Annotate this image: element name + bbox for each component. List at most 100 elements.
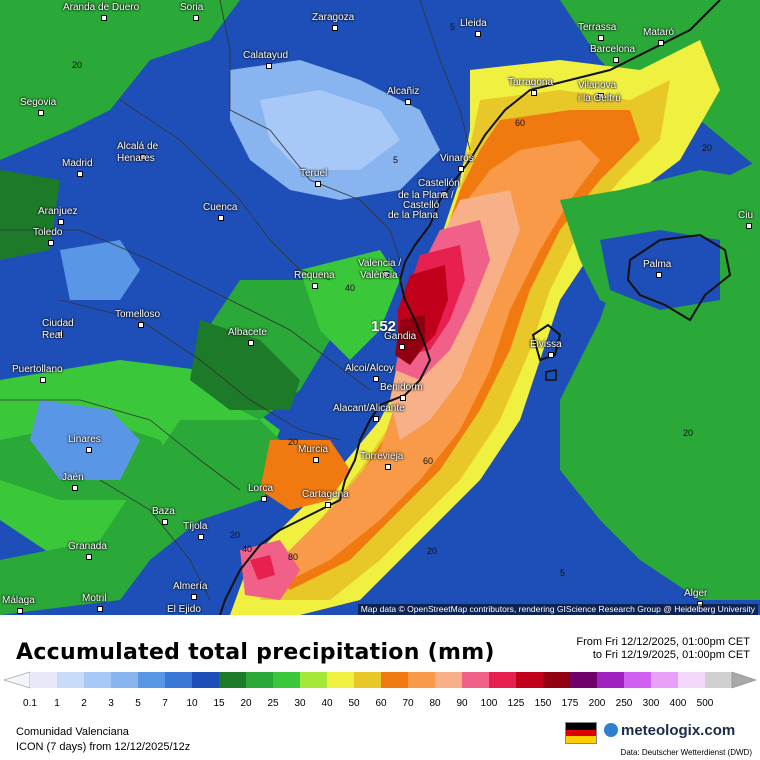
legend-swatch — [138, 672, 166, 688]
brand-logo[interactable]: meteologix.com — [604, 722, 735, 739]
legend-swatch — [84, 672, 112, 688]
legend-tick-label: 0.1 — [23, 698, 37, 708]
city-label: Linares — [68, 434, 101, 445]
city-label: Alcañiz — [387, 86, 420, 97]
city-label: Lorca — [248, 483, 274, 494]
city-label: Palma — [643, 259, 672, 270]
ibiza-coast — [531, 323, 562, 362]
province-boundaries — [0, 0, 471, 601]
city-dot-icon — [58, 219, 64, 225]
legend-swatch — [570, 672, 598, 688]
city-label: Alger — [684, 588, 708, 599]
city-dot-icon — [265, 63, 272, 69]
city-label: Tarragona — [508, 77, 554, 88]
legend-tick-label: 150 — [535, 698, 552, 708]
legend-swatch — [381, 672, 409, 688]
city-label: de la Plana / — [398, 190, 454, 201]
city-label: Lleida — [460, 18, 487, 29]
contour-label: 20 — [427, 546, 438, 556]
legend-swatch — [462, 672, 490, 688]
legend-swatch — [30, 672, 58, 688]
legend-swatch — [705, 672, 733, 688]
city-dot-icon — [85, 554, 92, 560]
city-label: Torrevieja — [360, 451, 404, 462]
contour-label: 5 — [450, 22, 456, 32]
legend-swatch — [408, 672, 436, 688]
legend-tick-label: 10 — [186, 698, 198, 708]
contour-label: 20 — [230, 530, 241, 540]
city-label: Terrassa — [578, 22, 617, 33]
legend-swatch — [516, 672, 544, 688]
contour-label: 5 — [393, 155, 399, 165]
city-label: Benidorm — [380, 382, 423, 393]
city-label: Málaga — [2, 595, 35, 606]
period-from: From Fri 12/12/2025, 01:00pm CET — [576, 636, 750, 648]
contour-label: 20 — [72, 60, 83, 70]
city-label: Baza — [152, 506, 175, 517]
city-label: de la Plana — [388, 210, 439, 221]
city-label: Almería — [173, 581, 208, 592]
city-label: Albacete — [228, 327, 267, 338]
city-dot-icon — [260, 496, 267, 502]
city-dot-icon — [457, 166, 464, 172]
precipitation-field — [0, 0, 760, 615]
contour-label: 20 — [702, 143, 713, 153]
contour-label: 20 — [288, 437, 299, 447]
map-attribution: Map data © OpenStreetMap contributors, r… — [357, 604, 758, 615]
legend-tick-label: 1 — [54, 698, 60, 708]
city-label: Real — [42, 330, 63, 341]
city-dot-icon — [373, 416, 379, 422]
legend-swatch — [192, 672, 220, 688]
legend-tick-label: 7 — [162, 698, 168, 708]
city-dot-icon — [313, 457, 319, 463]
city-dot-icon — [77, 171, 83, 177]
city-dot-icon — [324, 502, 331, 508]
city-label: Murcia — [298, 444, 329, 455]
city-dot-icon — [97, 606, 103, 612]
city-label: Barcelona — [590, 44, 636, 55]
period-to: to Fri 12/19/2025, 01:00pm CET — [592, 649, 750, 661]
city-dot-icon — [85, 447, 92, 453]
city-dot-icon — [598, 93, 604, 99]
contour-label: 40 — [345, 283, 356, 293]
data-source: Data: Deutscher Wetterdienst (DWD) — [620, 748, 752, 757]
legend-tick-label: 250 — [616, 698, 633, 708]
city-dot-icon — [39, 377, 46, 383]
city-dot-icon — [475, 31, 481, 37]
city-dot-icon — [547, 352, 554, 358]
city-dot-icon — [72, 485, 78, 491]
city-dot-icon — [404, 99, 411, 105]
city-label: Henares — [117, 153, 155, 164]
city-dot-icon — [530, 90, 537, 96]
contour-label: 60 — [423, 456, 434, 466]
legend-swatch — [246, 672, 274, 688]
city-label: Gandia — [384, 331, 417, 342]
legend-arrow-right — [731, 671, 757, 689]
city-label: Castellón — [418, 178, 460, 189]
contour-label: 5 — [560, 568, 566, 578]
city-dot-icon — [218, 215, 224, 221]
city-label: Aranda de Duero — [63, 2, 140, 13]
city-label: Soria — [180, 2, 204, 13]
city-label: Alacant/Alicante — [333, 403, 405, 414]
legend-arrow-left — [2, 671, 31, 689]
chart-title: Accumulated total precipitation (mm) — [16, 640, 495, 665]
city-dot-icon — [315, 181, 321, 187]
legend-tick-label: 2 — [81, 698, 87, 708]
city-label: El Ejido — [167, 604, 201, 615]
city-dot-icon — [383, 271, 389, 277]
city-label: i la Geltrú — [578, 93, 621, 104]
legend-swatch — [300, 672, 328, 688]
max-value-label: 152 — [371, 318, 397, 335]
city-label: Mataró — [643, 27, 675, 38]
city-dot-icon — [17, 608, 23, 614]
legend-tick-label: 400 — [670, 698, 687, 708]
city-label: Cartagena — [302, 489, 349, 500]
color-legend: 0.1 1 2 3 5 7 10 15 20 25 30 40 50 60 70 80 90 100 125 150 1… — [2, 671, 757, 708]
legend-swatch — [111, 672, 139, 688]
legend-tick-label: 125 — [508, 698, 525, 708]
formentera-coast — [545, 369, 557, 381]
legend-tick-label: 100 — [481, 698, 498, 708]
legend-swatch — [165, 672, 193, 688]
legend-tick-label: 200 — [589, 698, 606, 708]
